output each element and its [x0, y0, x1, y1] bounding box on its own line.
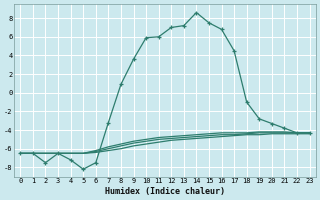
X-axis label: Humidex (Indice chaleur): Humidex (Indice chaleur): [105, 187, 225, 196]
